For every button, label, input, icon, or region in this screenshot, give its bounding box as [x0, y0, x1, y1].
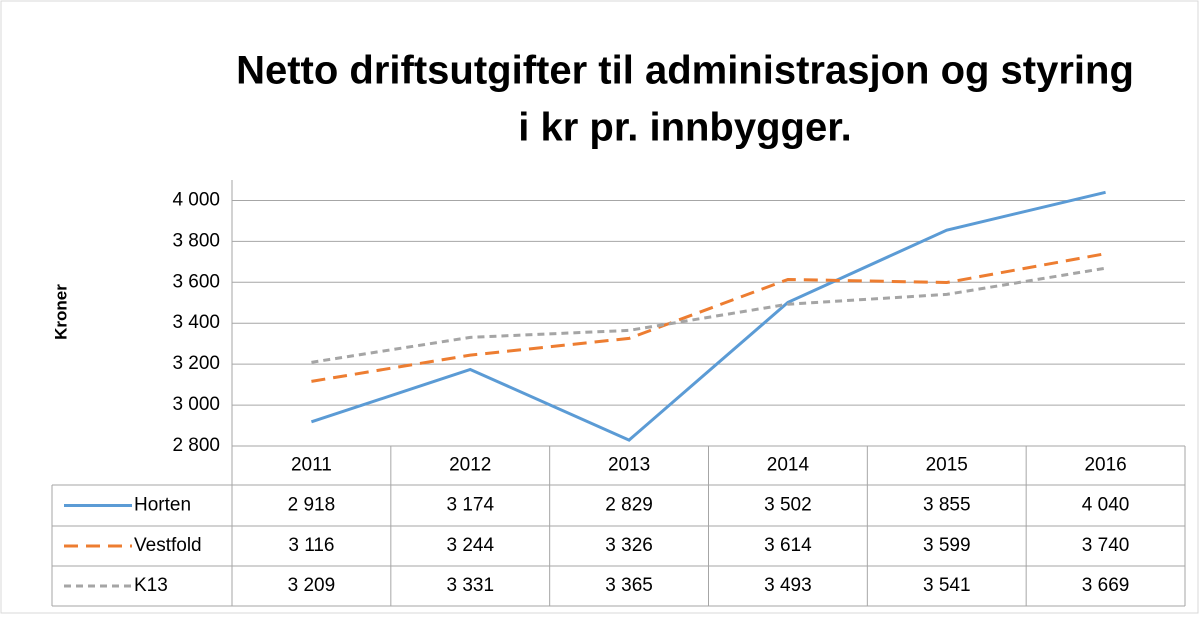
y-axis-label: Kroner [51, 284, 70, 340]
table-cell: 3 331 [446, 575, 494, 596]
x-tick-label: 2015 [926, 455, 968, 476]
chart-title: Netto driftsutgifter til administrasjon … [236, 49, 1134, 93]
legend-label: K13 [134, 575, 168, 596]
y-tick-label: 3 400 [172, 312, 220, 333]
table-cell: 3 740 [1082, 535, 1130, 556]
x-tick-label: 2014 [767, 455, 810, 476]
y-tick-label: 3 200 [172, 353, 220, 374]
table-cell: 3 209 [288, 575, 336, 596]
series-line [311, 266, 1106, 364]
table-cell: 2 918 [288, 495, 336, 516]
table-cell: 3 365 [605, 575, 653, 596]
series-line [311, 252, 1106, 383]
legend-label: Horten [134, 495, 191, 516]
table-cell: 2 829 [605, 495, 653, 516]
table-cell: 3 244 [446, 535, 494, 556]
table-cell: 3 614 [764, 535, 812, 556]
y-tick-label: 4 000 [172, 189, 220, 210]
chart-title: i kr pr. innbygger. [518, 106, 851, 150]
x-tick-label: 2013 [608, 455, 650, 476]
table-cell: 3 599 [923, 535, 971, 556]
x-tick-label: 2012 [449, 455, 491, 476]
table-cell: 3 493 [764, 575, 812, 596]
y-tick-label: 2 800 [172, 435, 220, 456]
x-tick-label: 2016 [1084, 455, 1126, 476]
legend-label: Vestfold [134, 535, 202, 556]
table-cell: 3 116 [288, 535, 334, 556]
table-cell: 3 502 [764, 495, 812, 516]
table-cell: 3 541 [923, 575, 971, 596]
table-cell: 3 669 [1082, 575, 1130, 596]
y-tick-label: 3 600 [172, 271, 220, 292]
x-tick-label: 2011 [291, 455, 332, 476]
table-cell: 3 855 [923, 495, 971, 516]
series-line [310, 190, 1106, 442]
table-cell: 3 326 [605, 535, 653, 556]
y-tick-label: 3 000 [172, 394, 220, 415]
y-tick-label: 3 800 [172, 230, 220, 251]
table-cell: 3 174 [446, 495, 494, 516]
table-cell: 4 040 [1082, 495, 1130, 516]
